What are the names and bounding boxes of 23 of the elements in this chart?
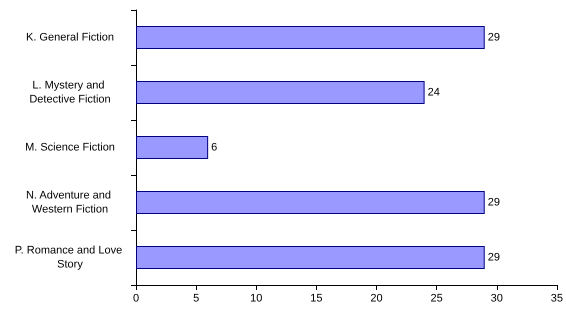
y-tick-label: K. General Fiction (26, 32, 114, 44)
x-tick-label: 25 (430, 292, 443, 304)
x-tick-label: 5 (193, 292, 200, 304)
data-label: 29 (488, 196, 500, 208)
y-tick-label: P. Romance and Love Story (14, 244, 126, 270)
y-tick-label: N. Adventure and Western Fiction (26, 190, 114, 216)
x-tick-label: 0 (132, 292, 140, 304)
bar (136, 136, 208, 160)
data-label: 6 (211, 142, 218, 154)
data-label: 29 (488, 252, 500, 264)
y-tick-label: L. Mystery and Detective Fiction (29, 80, 111, 106)
x-tick-label: 30 (490, 292, 503, 304)
x-tick-label: 20 (370, 292, 383, 304)
bar (136, 80, 425, 104)
bar (136, 190, 485, 214)
data-label: 29 (488, 32, 500, 44)
bar (136, 246, 485, 270)
bar (136, 26, 485, 50)
data-label: 24 (428, 86, 440, 98)
x-tick-label: 10 (250, 292, 262, 304)
y-tick-label: M. Science Fiction (25, 142, 115, 154)
x-tick-label: 15 (310, 292, 323, 304)
x-tick-label: 35 (550, 292, 564, 304)
